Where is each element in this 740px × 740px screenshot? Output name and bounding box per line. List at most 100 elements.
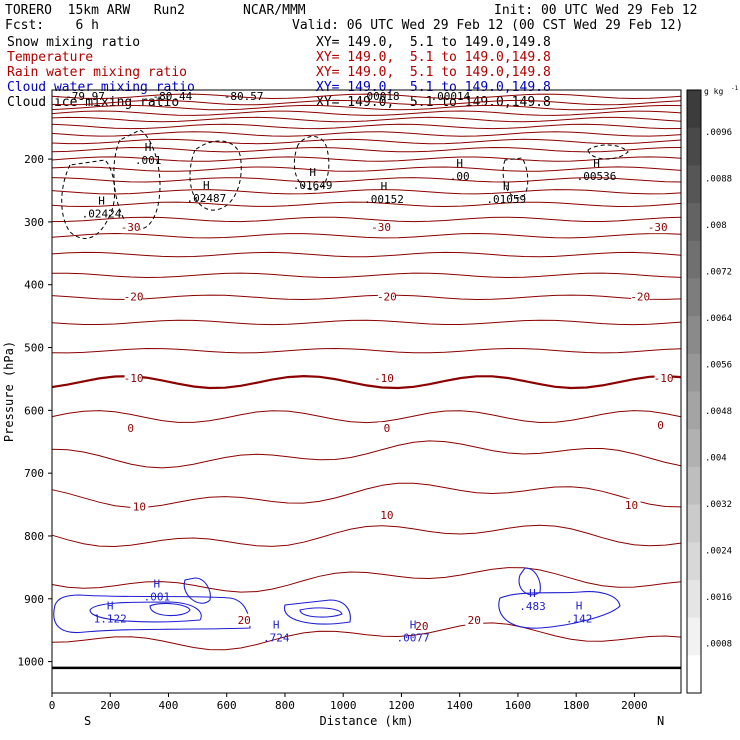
temperature-label-bg xyxy=(377,508,396,521)
snow-contour xyxy=(587,144,629,160)
colorbar-swatch xyxy=(687,240,701,279)
header-model: TORERO 15km ARW Run2 xyxy=(5,3,186,18)
isotherm-line xyxy=(51,189,682,195)
maximum-value: .001 xyxy=(135,154,162,167)
isotherm-line xyxy=(51,347,682,354)
temperature-label: 0 xyxy=(657,419,664,432)
temperature-label-bg xyxy=(648,221,667,234)
x-tick-label: 1400 xyxy=(446,699,473,712)
x-tick-label: 2000 xyxy=(621,699,648,712)
isotherm-line xyxy=(51,99,682,106)
colorbar-swatch xyxy=(687,353,701,392)
isotherm-line xyxy=(51,567,682,593)
y-tick-label: 700 xyxy=(24,467,44,480)
temperature-label: 10 xyxy=(133,501,146,514)
temperature-label: 0 xyxy=(384,422,391,435)
colorbar-swatch xyxy=(687,90,701,129)
isotherm-line xyxy=(51,410,682,424)
header-init: Init: 00 UTC Wed 29 Feb 12 xyxy=(494,3,698,18)
colorbar-swatch xyxy=(687,429,701,468)
legend-xy: XY= 149.0, 5.1 to 149.0,149.8 xyxy=(316,50,551,65)
colorbar-swatch xyxy=(687,579,701,619)
temperature-label-bg xyxy=(235,613,254,626)
maximum-marker: H xyxy=(410,618,417,631)
colorbar-tick-label: .0088 xyxy=(705,175,732,185)
maximum-marker: H xyxy=(107,600,114,613)
maximum-value: .483 xyxy=(519,600,546,613)
colorbar-tick-label: .0008 xyxy=(705,640,732,650)
colorbar-tick-label: .004 xyxy=(705,454,727,464)
temperature-label: 10 xyxy=(625,499,638,512)
isotherm-line xyxy=(51,482,682,508)
legend-label: Snow mixing ratio xyxy=(7,35,141,50)
temperature-label: -30 xyxy=(121,221,141,234)
x-tick-label: 400 xyxy=(159,699,179,712)
x-tick-label: 1600 xyxy=(505,699,532,712)
colorbar-tick-label: .0056 xyxy=(705,361,732,371)
isotherm-line xyxy=(51,216,682,223)
y-tick-label: 400 xyxy=(24,279,44,292)
cloud-water-contour xyxy=(518,567,541,596)
temperature-label-bg xyxy=(372,221,391,234)
maximum-value: .00536 xyxy=(577,170,617,183)
colorbar-swatch xyxy=(687,203,701,242)
maximum-marker: H xyxy=(203,179,210,192)
x-tick-label: 600 xyxy=(217,699,237,712)
isotherm-line xyxy=(51,110,682,116)
colorbar-tick-label: .0048 xyxy=(705,407,732,417)
colorbar-frame xyxy=(686,89,702,694)
legend-xy: XY= 149.0, 5.1 to 149.0,149.8 xyxy=(316,65,551,80)
cloud-water-contour xyxy=(283,599,351,625)
snow-contour xyxy=(502,157,529,199)
colorbar-swatch xyxy=(687,655,701,694)
y-tick-label: 300 xyxy=(24,216,44,229)
y-tick-label: 200 xyxy=(24,153,44,166)
cloud-water-contour xyxy=(149,602,191,617)
maximum-marker: H xyxy=(98,194,105,207)
header-fcst: Fcst: 6 h xyxy=(5,18,99,33)
y-tick-label: 600 xyxy=(24,404,44,417)
isotherm-line xyxy=(51,232,682,239)
legend-xy: XY= 149.0, 5.1 to 149.0,149.8 xyxy=(316,95,551,110)
legend-xy: XY= 149.0, 5.1 to 149.0,149.8 xyxy=(316,80,551,95)
isotherm-line xyxy=(51,131,682,137)
x-tick-label: 0 xyxy=(49,699,56,712)
maximum-value: .01059 xyxy=(486,193,526,206)
temperature-label-bg xyxy=(121,221,140,234)
legend-label: Cloud water mixing ratio xyxy=(7,80,195,95)
temperature-label-bg xyxy=(465,613,484,626)
temperature-label: -10 xyxy=(374,372,394,385)
isotherm-line xyxy=(51,177,682,183)
colorbar-swatch xyxy=(687,617,701,656)
legend-label: Rain water mixing ratio xyxy=(7,65,188,80)
x-tick-label: 800 xyxy=(275,699,295,712)
colorbar-unit-exponent: -1 xyxy=(731,85,739,92)
maximum-value: .02487 xyxy=(186,192,226,205)
temperature-label-bg xyxy=(654,371,673,384)
temperature-label: -20 xyxy=(630,290,650,303)
maximum-marker: H xyxy=(381,180,388,193)
y-tick-label: 1000 xyxy=(18,656,45,669)
y-tick-label: 900 xyxy=(24,593,44,606)
x-end-label-left: S xyxy=(84,714,91,728)
isotherm-line xyxy=(51,156,682,162)
colorbar-swatch xyxy=(687,165,701,204)
temperature-label-bg xyxy=(622,498,641,511)
snow-contour xyxy=(113,129,161,230)
top-label: -80.57 xyxy=(224,90,264,103)
temperature-label: -30 xyxy=(371,221,391,234)
cloud-water-contour xyxy=(53,594,251,634)
header-valid: Valid: 06 UTC Wed 29 Feb 12 (00 CST Wed … xyxy=(292,18,684,33)
maximum-marker: H xyxy=(456,157,463,170)
temperature-label-bg xyxy=(377,422,396,435)
colorbar-swatch xyxy=(687,278,701,317)
colorbar-tick-label: .0096 xyxy=(705,128,732,138)
temperature-label: 20 xyxy=(415,620,428,633)
colorbar-swatch xyxy=(687,504,701,543)
cloud-water-contour xyxy=(89,601,202,623)
colorbar-swatch xyxy=(687,542,701,581)
colorbar-tick-label: .0016 xyxy=(705,593,732,603)
maximum-value: 1.122 xyxy=(94,613,127,626)
isotherm-line xyxy=(51,524,682,548)
